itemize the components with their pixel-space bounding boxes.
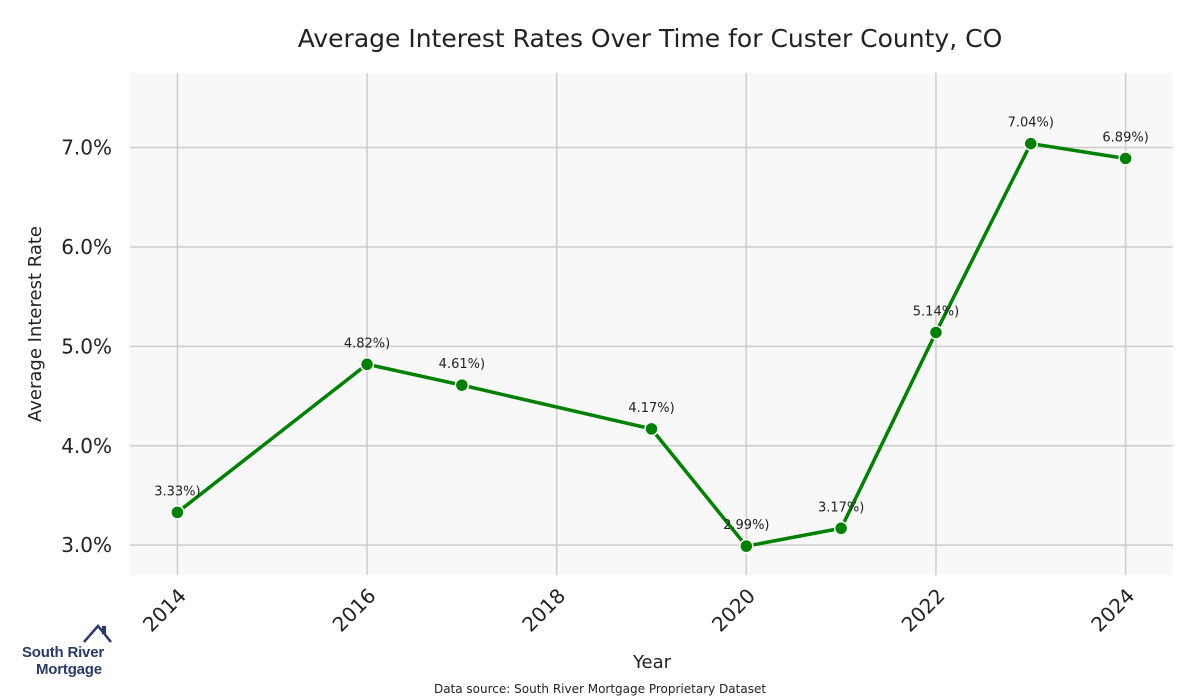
x-axis-label: Year (632, 652, 672, 673)
data-point (1023, 136, 1039, 151)
x-tick-label: 2014 (138, 584, 191, 637)
chart-title: Average Interest Rates Over Time for Cus… (298, 24, 1003, 53)
plot-area (130, 73, 1173, 575)
x-tick-label: 2020 (707, 584, 760, 637)
data-label: 3.33%) (154, 484, 200, 499)
y-tick-label: 4.0% (61, 434, 112, 458)
y-axis-label: Average Interest Rate (25, 226, 46, 422)
house-roof-icon (83, 624, 112, 643)
data-point (1118, 151, 1133, 166)
data-point (454, 377, 470, 393)
y-tick-label: 3.0% (61, 533, 112, 557)
logo-text-line1: South River (22, 644, 104, 661)
data-point (739, 538, 754, 554)
data-label: 3.17%) (818, 500, 864, 515)
data-label: 4.82%) (344, 336, 390, 351)
x-tick-label: 2022 (897, 584, 950, 637)
data-source-note: Data source: South River Mortgage Propri… (434, 682, 766, 696)
x-tick-label: 2016 (328, 584, 381, 637)
data-label: 2.99%) (723, 518, 769, 533)
data-label: 5.14%) (913, 304, 959, 319)
x-tick-label: 2018 (517, 584, 570, 637)
data-point (833, 521, 849, 536)
data-label: 4.17%) (628, 401, 674, 416)
y-tick-label: 6.0% (61, 235, 112, 259)
data-label: 7.04%) (1008, 116, 1054, 131)
data-label: 4.61%) (439, 357, 485, 372)
data-label: 6.89%) (1102, 130, 1148, 145)
south-river-mortgage-logo: South River Mortgage (22, 622, 118, 682)
x-tick-label: 2024 (1086, 584, 1139, 637)
data-point (644, 421, 659, 437)
data-point (359, 357, 375, 372)
y-tick-label: 5.0% (61, 334, 112, 358)
data-point (928, 325, 944, 340)
data-point (170, 505, 185, 520)
logo-text-line2: Mortgage (36, 661, 102, 678)
y-tick-label: 7.0% (61, 136, 112, 160)
